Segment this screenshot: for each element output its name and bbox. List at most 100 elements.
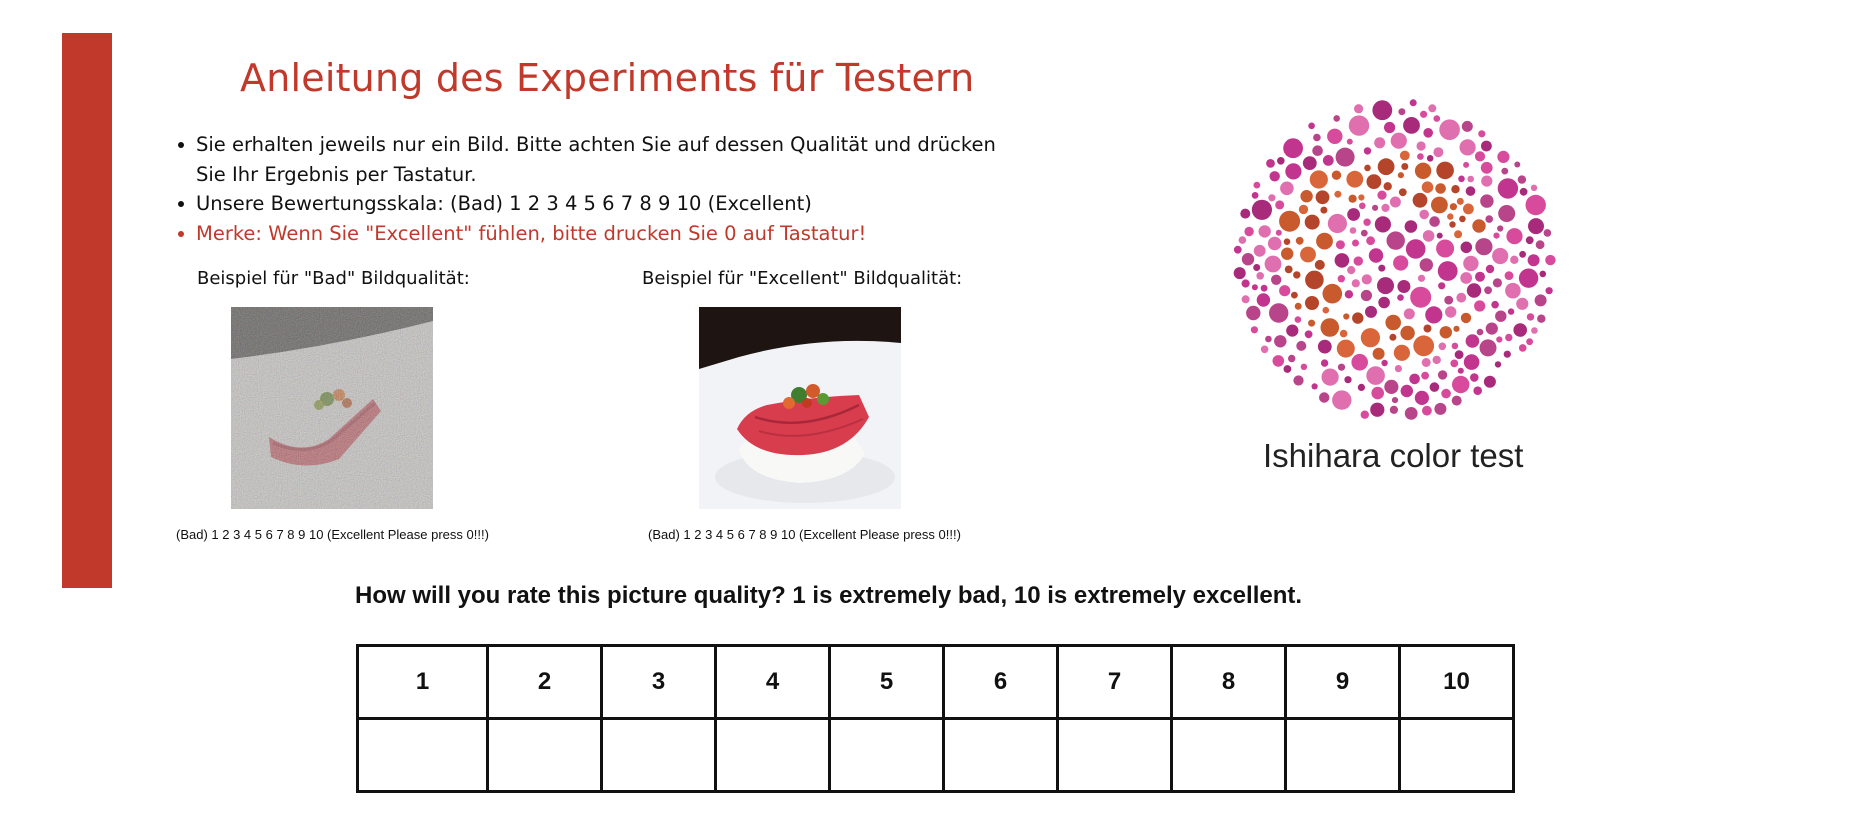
ishihara-dot — [1460, 272, 1473, 284]
ishihara-dot — [1374, 137, 1386, 149]
ishihara-dot — [1485, 264, 1495, 274]
ishihara-dot — [1366, 366, 1385, 385]
ishihara-dot — [1353, 256, 1363, 266]
ishihara-dot — [1530, 184, 1538, 191]
ishihara-dot — [1286, 324, 1299, 337]
instruction-item-3-warning: Merke: Wenn Sie "Excellent" fühlen, bitt… — [176, 219, 1016, 249]
ishihara-dot — [1492, 278, 1502, 288]
ishihara-dot — [1346, 170, 1364, 188]
ishihara-dot — [1422, 230, 1435, 242]
rating-option-1[interactable]: 1 — [356, 644, 489, 720]
ishihara-dot — [1531, 327, 1538, 334]
rating-option-7[interactable]: 7 — [1056, 644, 1173, 720]
ishihara-dot — [1238, 236, 1247, 244]
rating-input-cell-5[interactable] — [828, 717, 945, 793]
ishihara-dot — [1365, 305, 1377, 318]
rating-option-2[interactable]: 2 — [486, 644, 603, 720]
rating-table: 1 2 3 4 5 6 7 8 9 10 — [356, 644, 1515, 793]
rating-input-row — [356, 717, 1515, 793]
ishihara-dot — [1386, 231, 1405, 250]
rating-input-cell-1[interactable] — [356, 717, 489, 793]
ishihara-dot — [1264, 255, 1282, 273]
ishihara-dot — [1466, 283, 1482, 298]
ishihara-dot — [1492, 247, 1509, 265]
ishihara-dot — [1526, 313, 1535, 321]
rating-input-cell-6[interactable] — [942, 717, 1059, 793]
ishihara-dot — [1438, 342, 1447, 351]
ishihara-dot — [1302, 156, 1317, 170]
rating-input-cell-4[interactable] — [714, 717, 831, 793]
ishihara-dot — [1385, 314, 1401, 331]
ishihara-dot — [1346, 138, 1353, 145]
ishihara-dot — [1351, 353, 1368, 371]
ishihara-dot — [1456, 292, 1467, 303]
ishihara-dot — [1463, 354, 1480, 370]
ishihara-dot — [1403, 308, 1415, 320]
rating-input-cell-10[interactable] — [1398, 717, 1515, 793]
rating-input-cell-9[interactable] — [1284, 717, 1401, 793]
rating-option-8[interactable]: 8 — [1170, 644, 1287, 720]
rating-input-cell-3[interactable] — [600, 717, 717, 793]
ishihara-dot — [1543, 229, 1552, 237]
ishihara-dot — [1314, 259, 1325, 270]
ishihara-dot — [1425, 306, 1443, 324]
ishihara-dot — [1400, 325, 1415, 341]
ishihara-label: Ishihara color test — [1263, 437, 1524, 474]
ishihara-dot — [1364, 164, 1371, 172]
ishihara-dot — [1436, 161, 1454, 180]
rating-option-5[interactable]: 5 — [828, 644, 945, 720]
ishihara-dot — [1265, 335, 1272, 343]
ishihara-dot — [1348, 115, 1370, 136]
rating-input-cell-8[interactable] — [1170, 717, 1287, 793]
ishihara-dot — [1384, 121, 1396, 134]
ishihara-dot — [1456, 197, 1464, 205]
excellent-quality-example-image — [699, 307, 901, 509]
rating-option-9[interactable]: 9 — [1284, 644, 1401, 720]
ishihara-dot — [1279, 285, 1291, 297]
ishihara-dot — [1313, 133, 1321, 142]
ishihara-dot — [1366, 174, 1382, 189]
ishihara-dot — [1293, 271, 1301, 279]
ishihara-dot — [1294, 302, 1302, 310]
ishihara-dot — [1441, 388, 1451, 399]
ishihara-dot — [1445, 306, 1457, 318]
rating-header-row: 1 2 3 4 5 6 7 8 9 10 — [356, 644, 1515, 720]
ishihara-dot — [1403, 117, 1420, 134]
ishihara-dot — [1337, 363, 1346, 371]
ishihara-dot — [1470, 373, 1479, 382]
ishihara-dot — [1275, 200, 1285, 210]
ishihara-dot — [1494, 361, 1502, 368]
ishihara-dot — [1400, 384, 1413, 398]
ishihara-dot — [1253, 264, 1261, 271]
red-accent-bar — [62, 33, 112, 588]
ishihara-dot — [1416, 141, 1426, 151]
ishihara-dot — [1447, 213, 1454, 220]
ishihara-dot — [1372, 347, 1385, 360]
ishihara-dot — [1463, 203, 1474, 215]
rating-option-3[interactable]: 3 — [600, 644, 717, 720]
ishihara-dot — [1246, 305, 1261, 321]
ishihara-dot — [1432, 355, 1441, 365]
ishihara-dot — [1374, 216, 1391, 233]
ishihara-dot — [1372, 204, 1379, 211]
ishihara-dot — [1463, 255, 1479, 272]
ishihara-dot — [1467, 175, 1474, 183]
rating-option-6[interactable]: 6 — [942, 644, 1059, 720]
ishihara-dot — [1332, 390, 1352, 410]
ishihara-dot — [1394, 365, 1402, 373]
ishihara-dot — [1398, 108, 1406, 116]
ishihara-dot — [1404, 220, 1418, 233]
rating-option-4[interactable]: 4 — [714, 644, 831, 720]
ishihara-dot — [1321, 368, 1339, 386]
rating-option-10[interactable]: 10 — [1398, 644, 1515, 720]
ishihara-dot — [1459, 139, 1476, 156]
ishihara-dot — [1516, 297, 1529, 310]
rating-input-cell-2[interactable] — [486, 717, 603, 793]
ishihara-dot — [1478, 130, 1486, 138]
ishihara-dot — [1397, 172, 1404, 179]
ishihara-dot — [1347, 208, 1360, 221]
ishihara-dot — [1476, 328, 1484, 336]
rating-input-cell-7[interactable] — [1056, 717, 1173, 793]
ishihara-dot — [1283, 238, 1291, 245]
ishihara-dot — [1383, 182, 1392, 191]
